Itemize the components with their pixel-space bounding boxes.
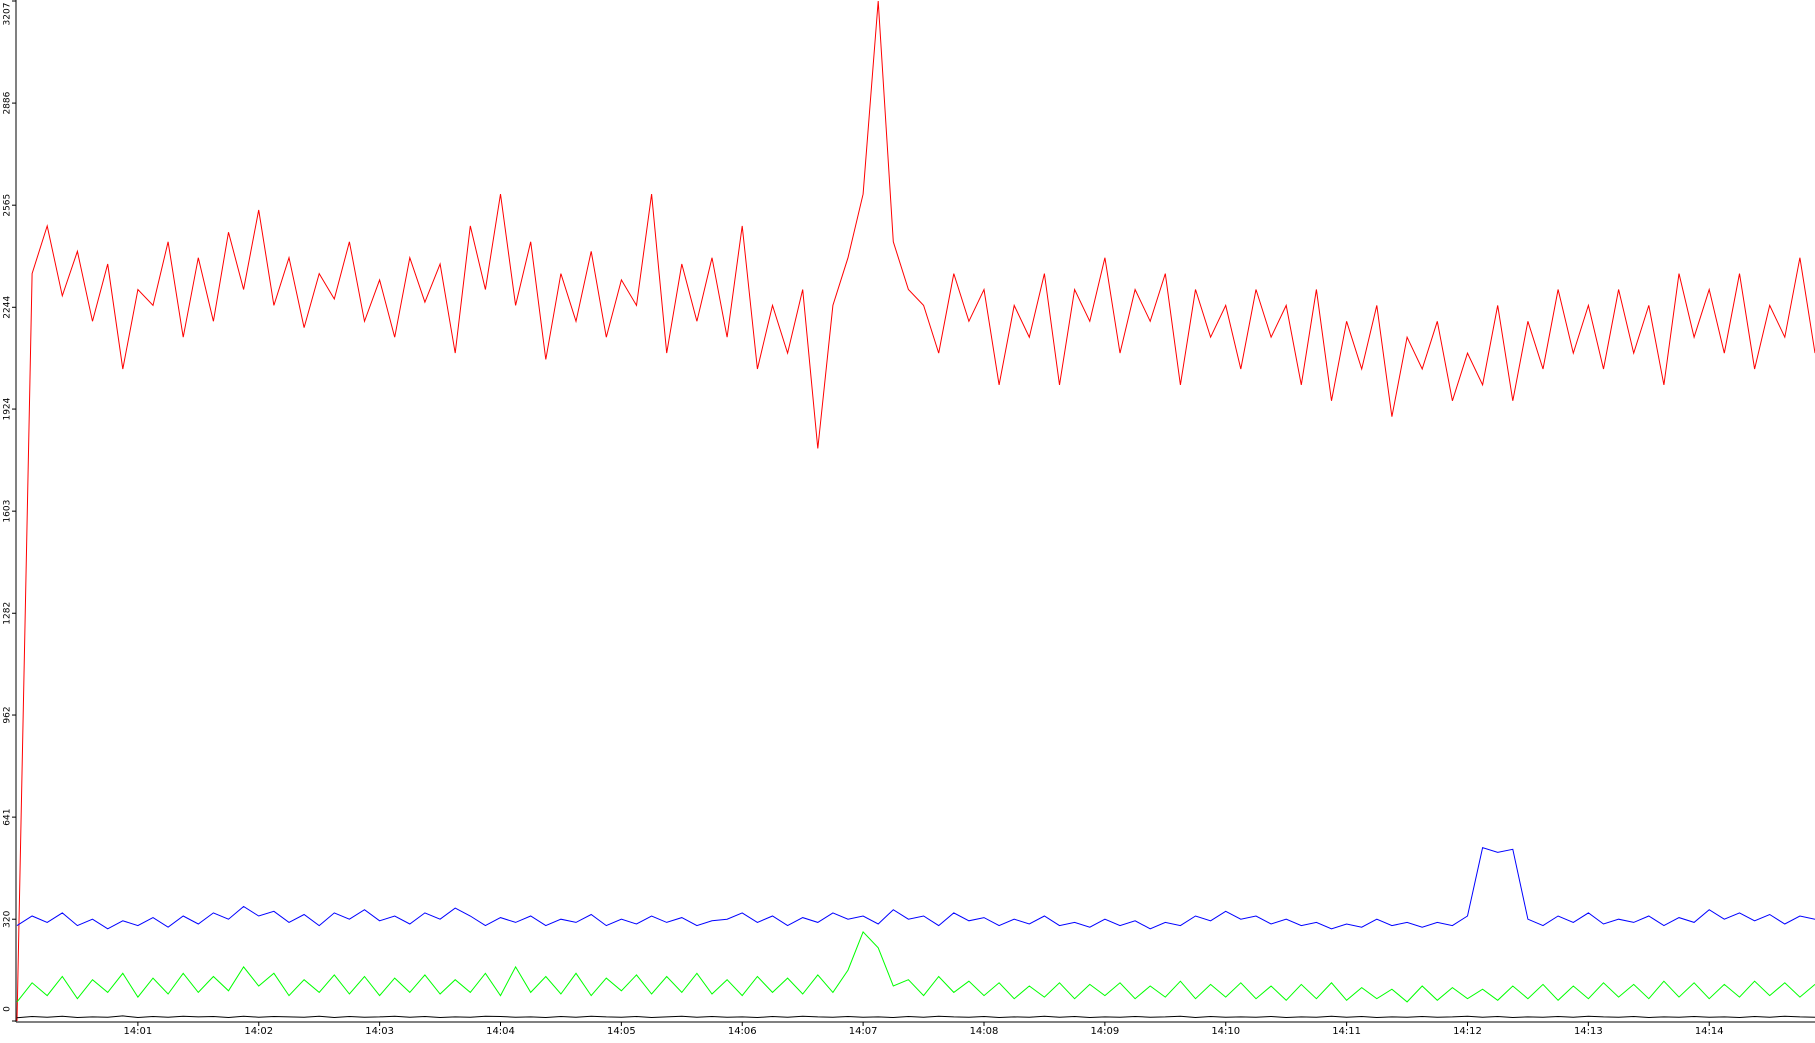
- x-tick-label: 14:01: [123, 1026, 152, 1037]
- y-tick-label: 320: [3, 910, 13, 927]
- y-tick-label: 962: [3, 706, 13, 723]
- y-tick-label: 2244: [3, 296, 13, 319]
- series-line: [16, 1015, 1815, 1019]
- series-line: [16, 930, 1815, 1003]
- x-tick-label: 14:13: [1574, 1026, 1603, 1037]
- x-tick-label: 14:04: [486, 1026, 515, 1037]
- y-tick-label: 0: [3, 1006, 13, 1012]
- y-tick-label: 1924: [3, 397, 13, 420]
- x-tick-label: 14:06: [728, 1026, 757, 1037]
- y-tick-label: 2565: [3, 194, 13, 217]
- x-tick-label: 14:07: [849, 1026, 878, 1037]
- y-tick-label: 1282: [3, 602, 13, 625]
- x-tick-label: 14:10: [1211, 1026, 1240, 1037]
- series-line: [16, 847, 1815, 930]
- x-tick-label: 14:05: [607, 1026, 636, 1037]
- y-tick-label: 2886: [3, 91, 13, 114]
- x-tick-label: 14:08: [970, 1026, 999, 1037]
- x-tick-label: 14:02: [244, 1026, 273, 1037]
- y-tick-label: 641: [3, 809, 13, 826]
- x-tick-label: 14:14: [1695, 1026, 1724, 1037]
- y-tick-label: 3207: [3, 3, 13, 26]
- y-tick-label: 1603: [3, 500, 13, 523]
- x-tick-label: 14:03: [365, 1026, 394, 1037]
- x-tick-label: 14:09: [1090, 1026, 1119, 1037]
- x-tick-label: 14:11: [1332, 1026, 1361, 1037]
- series-line: [16, 0, 1815, 1022]
- x-tick-label: 14:12: [1453, 1026, 1482, 1037]
